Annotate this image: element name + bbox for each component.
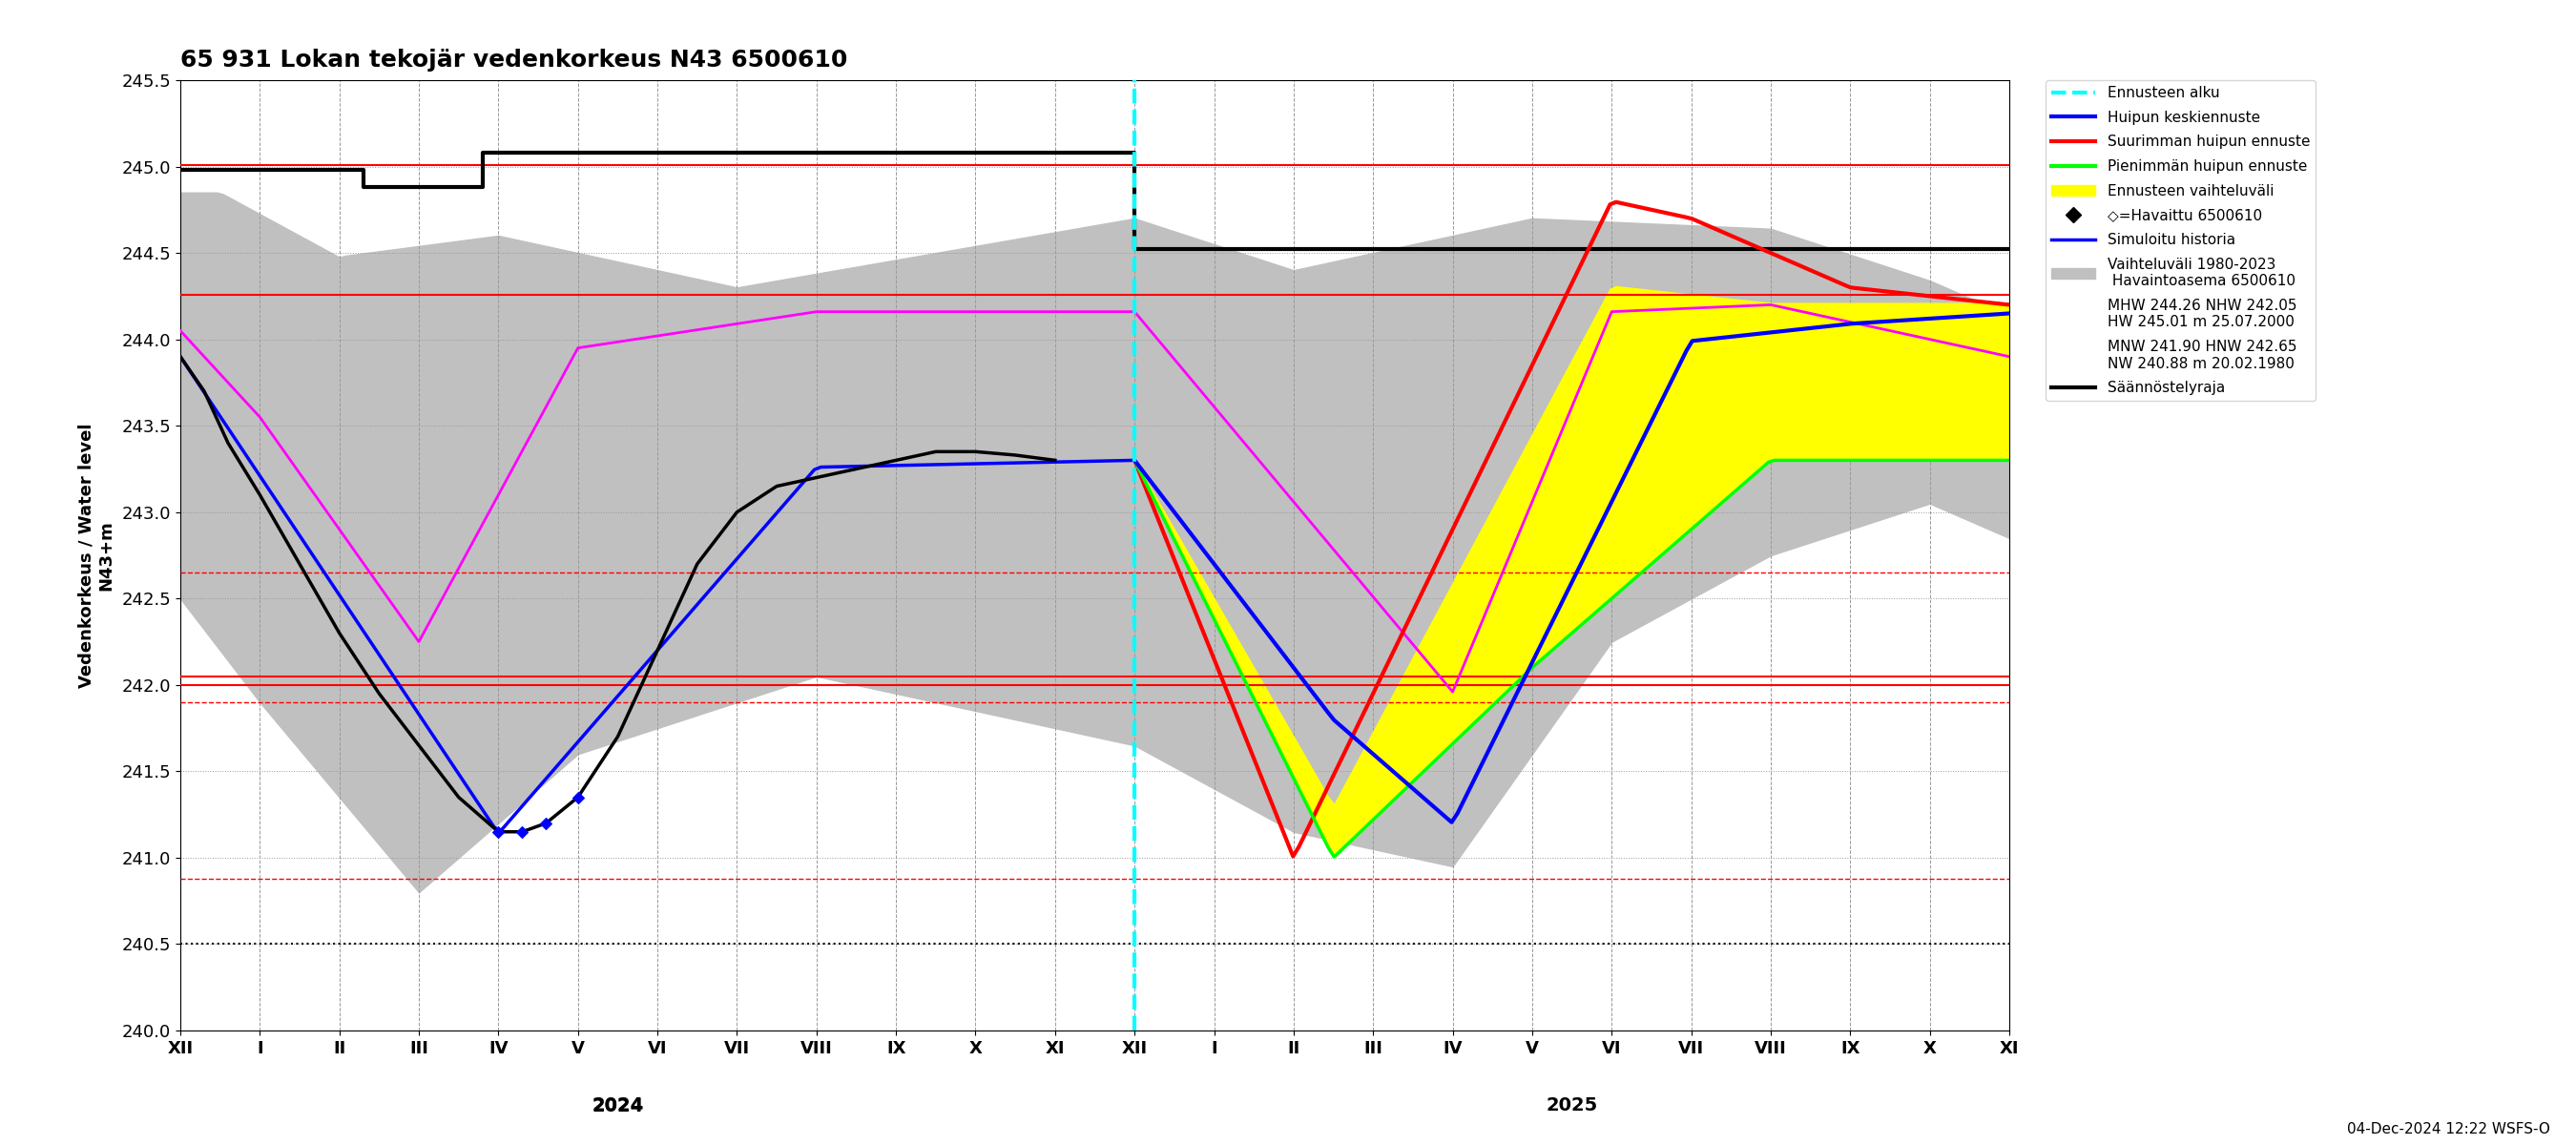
Point: [477, 822, 518, 840]
Text: 65 931 Lokan tekojär vedenkorkeus N43 6500610: 65 931 Lokan tekojär vedenkorkeus N43 65…: [180, 49, 848, 72]
Point: [502, 822, 544, 840]
Text: 04-Dec-2024 12:22 WSFS-O: 04-Dec-2024 12:22 WSFS-O: [2347, 1122, 2550, 1136]
Y-axis label: Vedenkorkeus / Water level
N43+m: Vedenkorkeus / Water level N43+m: [77, 423, 116, 688]
Text: 2025: 2025: [1546, 1097, 1597, 1114]
Text: 2024: 2024: [592, 1097, 644, 1115]
Text: 2024: 2024: [592, 1097, 644, 1114]
Legend: Ennusteen alku, Huipun keskiennuste, Suurimman huipun ennuste, Pienimmän huipun : Ennusteen alku, Huipun keskiennuste, Suu…: [2045, 80, 2316, 401]
Point: [556, 788, 598, 806]
Point: [526, 814, 567, 832]
